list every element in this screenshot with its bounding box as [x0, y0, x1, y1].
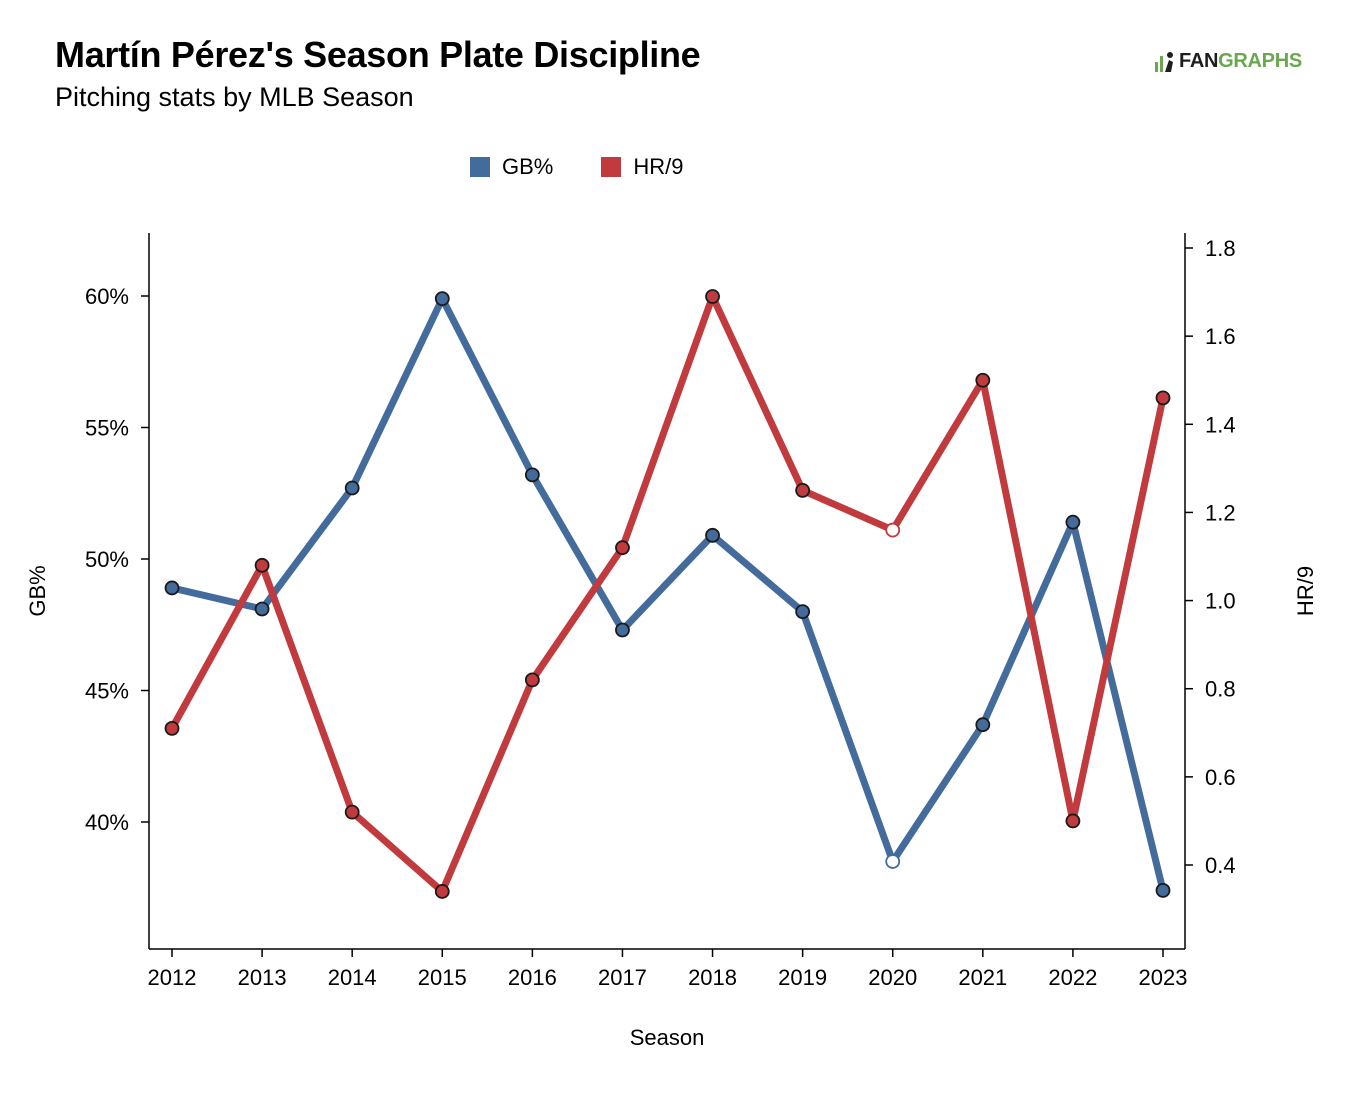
chart-title: Martín Pérez's Season Plate Discipline	[55, 34, 701, 75]
data-point-hr9	[524, 672, 540, 688]
x-tick-label: 2021	[958, 965, 1007, 990]
legend-item-hr9[interactable]: HR/9	[601, 154, 683, 180]
data-point-hr9	[1065, 813, 1081, 829]
data-point-gb	[344, 480, 360, 496]
x-axis-title: Season	[630, 1025, 705, 1050]
y-left-tick-label: 60%	[85, 284, 129, 309]
x-tick-label: 2013	[238, 965, 287, 990]
data-point-gb	[975, 717, 991, 733]
y-right-tick-label: 1.2	[1205, 500, 1236, 525]
logo-text-fan: FAN	[1179, 50, 1219, 72]
data-point-hr9	[615, 540, 630, 556]
series-line-hr9	[168, 292, 1167, 895]
data-point-gb	[254, 601, 270, 617]
data-point-hr9	[975, 372, 991, 388]
y-right-tick-label: 1.0	[1205, 589, 1236, 614]
y-left-tick-label: 40%	[85, 810, 129, 835]
data-point-hr9	[705, 289, 720, 304]
data-point-hr9	[254, 557, 270, 573]
x-tick-label: 2012	[148, 965, 197, 990]
x-tick-label: 2023	[1139, 965, 1188, 990]
data-point-gb	[164, 580, 180, 596]
y-right-tick-label: 1.4	[1205, 412, 1236, 437]
fangraphs-logo-icon	[1155, 52, 1173, 72]
y-left-tick-label: 45%	[85, 679, 129, 704]
chart-legend: GB% HR/9	[470, 152, 731, 182]
x-tick-label: 2014	[328, 965, 377, 990]
x-tick-label: 2018	[688, 965, 737, 990]
chart-subtitle: Pitching stats by MLB Season	[55, 82, 414, 112]
data-point-gb	[434, 291, 450, 307]
y-left-axis-title: GB%	[25, 565, 50, 616]
data-point-gb	[795, 604, 811, 619]
legend-item-gb[interactable]: GB%	[470, 154, 553, 180]
x-tick-label: 2020	[868, 965, 917, 990]
y-left-tick-label: 50%	[85, 547, 129, 572]
y-left-tick-label: 55%	[85, 416, 129, 441]
data-point-hr9	[164, 720, 180, 736]
data-point-hr9	[344, 804, 360, 820]
legend-swatch-hr9	[601, 157, 622, 177]
fangraphs-logo[interactable]: FANGRAPHS	[1153, 48, 1313, 76]
y-right-tick-label: 1.6	[1205, 324, 1236, 349]
data-point-gb	[1155, 882, 1171, 898]
y-right-tick-label: 0.4	[1205, 853, 1236, 878]
legend-swatch-gb	[470, 157, 490, 177]
y-right-tick-label: 0.6	[1205, 765, 1236, 790]
data-point-hr9	[434, 884, 450, 899]
data-point-gb	[885, 854, 901, 869]
data-point-gb	[615, 622, 630, 638]
x-tick-label: 2015	[418, 965, 467, 990]
data-point-gb	[524, 467, 540, 483]
x-tick-label: 2017	[598, 965, 647, 990]
y-right-tick-label: 1.8	[1205, 236, 1236, 261]
series-line-gb	[168, 295, 1167, 894]
y-right-axis-title: HR/9	[1293, 566, 1318, 616]
fangraphs-logo-text: FANGRAPHS	[1179, 50, 1302, 73]
x-tick-label: 2016	[508, 965, 557, 990]
legend-label-hr9: HR/9	[633, 154, 684, 179]
data-point-hr9	[1155, 390, 1171, 406]
x-tick-label: 2022	[1048, 965, 1097, 990]
logo-text-graphs: GRAPHS	[1218, 50, 1302, 72]
x-tick-label: 2019	[778, 965, 827, 990]
data-point-hr9	[885, 522, 901, 538]
data-point-hr9	[795, 482, 811, 498]
data-point-gb	[705, 527, 720, 543]
data-point-gb	[1065, 514, 1081, 530]
legend-label-gb: GB%	[502, 154, 554, 179]
y-right-tick-label: 0.8	[1205, 677, 1236, 702]
